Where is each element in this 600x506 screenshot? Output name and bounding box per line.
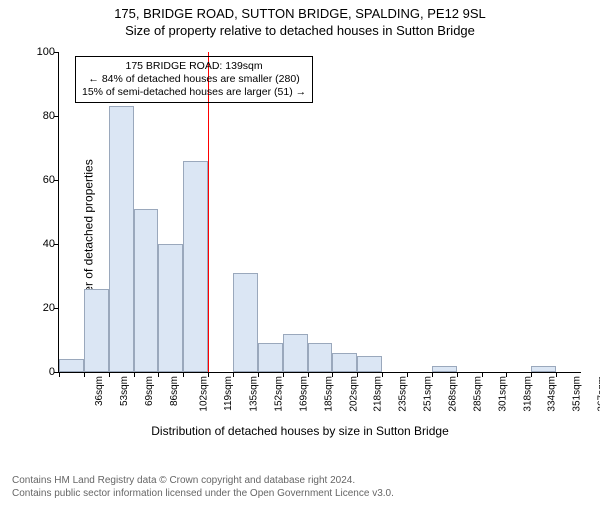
y-tick-label: 0 <box>25 366 55 378</box>
x-tick-mark <box>158 372 159 377</box>
x-tick-label: 102sqm <box>199 376 210 412</box>
histogram-bar <box>109 106 134 372</box>
y-tick-label: 80 <box>25 110 55 122</box>
footer: Contains HM Land Registry data © Crown c… <box>12 475 394 500</box>
histogram-bar <box>84 289 109 372</box>
histogram-bar <box>59 359 84 372</box>
x-tick-label: 152sqm <box>274 376 285 412</box>
x-tick-mark <box>457 372 458 377</box>
x-tick-label: 53sqm <box>119 376 130 406</box>
x-tick-label: 86sqm <box>169 376 180 406</box>
x-tick-label: 69sqm <box>144 376 155 406</box>
x-tick-mark <box>357 372 358 377</box>
x-tick-label: 301sqm <box>497 376 508 412</box>
x-tick-mark <box>382 372 383 377</box>
x-tick-label: 135sqm <box>249 376 260 412</box>
x-tick-mark <box>482 372 483 377</box>
histogram-bar <box>332 353 357 372</box>
x-tick-mark <box>59 372 60 377</box>
annotation-line3: 15% of semi-detached houses are larger (… <box>82 86 306 99</box>
footer-line2: Contains public sector information licen… <box>12 488 394 501</box>
page-title: 175, BRIDGE ROAD, SUTTON BRIDGE, SPALDIN… <box>0 6 600 21</box>
plot-area: 02040608010036sqm53sqm69sqm86sqm102sqm11… <box>58 52 581 373</box>
annotation-line2: ← 84% of detached houses are smaller (28… <box>82 73 306 86</box>
y-tick-label: 100 <box>25 46 55 58</box>
x-tick-mark <box>208 372 209 377</box>
histogram-bar <box>283 334 308 372</box>
histogram-bar <box>233 273 258 372</box>
annotation-box: 175 BRIDGE ROAD: 139sqm ← 84% of detache… <box>75 56 313 103</box>
x-tick-mark <box>109 372 110 377</box>
x-tick-label: 351sqm <box>572 376 583 412</box>
y-tick-mark <box>54 116 59 117</box>
x-tick-mark <box>308 372 309 377</box>
x-tick-mark <box>506 372 507 377</box>
histogram-bar <box>432 366 457 372</box>
x-tick-label: 119sqm <box>223 376 234 411</box>
chart-container: Number of detached properties 0204060801… <box>0 42 600 440</box>
histogram-bar <box>308 343 333 372</box>
x-tick-label: 169sqm <box>298 376 309 412</box>
page-subtitle: Size of property relative to detached ho… <box>0 23 600 38</box>
y-tick-label: 40 <box>25 238 55 250</box>
x-tick-label: 218sqm <box>373 376 384 412</box>
x-tick-mark <box>258 372 259 377</box>
histogram-bar <box>158 244 183 372</box>
x-tick-label: 185sqm <box>323 376 334 412</box>
histogram-bar <box>134 209 159 372</box>
y-tick-label: 20 <box>25 302 55 314</box>
y-tick-mark <box>54 244 59 245</box>
x-axis-label: Distribution of detached houses by size … <box>0 424 600 438</box>
x-tick-mark <box>283 372 284 377</box>
y-tick-label: 60 <box>25 174 55 186</box>
y-tick-mark <box>54 180 59 181</box>
annotation-line1: 175 BRIDGE ROAD: 139sqm <box>82 60 306 73</box>
histogram-bar <box>357 356 382 372</box>
x-tick-mark <box>432 372 433 377</box>
y-tick-mark <box>54 52 59 53</box>
x-tick-label: 36sqm <box>94 376 105 406</box>
x-tick-mark <box>183 372 184 377</box>
x-tick-label: 251sqm <box>423 376 434 412</box>
x-tick-label: 235sqm <box>398 376 409 412</box>
histogram-bar <box>183 161 208 372</box>
y-tick-mark <box>54 308 59 309</box>
histogram-bar <box>258 343 283 372</box>
x-tick-label: 268sqm <box>448 376 459 412</box>
x-tick-mark <box>332 372 333 377</box>
x-tick-label: 202sqm <box>348 376 359 412</box>
x-tick-mark <box>556 372 557 377</box>
x-tick-label: 285sqm <box>472 376 483 412</box>
x-tick-mark <box>134 372 135 377</box>
x-tick-label: 318sqm <box>522 376 533 412</box>
x-tick-mark <box>84 372 85 377</box>
footer-line1: Contains HM Land Registry data © Crown c… <box>12 475 394 488</box>
x-tick-mark <box>531 372 532 377</box>
x-tick-label: 334sqm <box>547 376 558 412</box>
x-tick-mark <box>407 372 408 377</box>
histogram-bar <box>531 366 556 372</box>
x-tick-mark <box>233 372 234 377</box>
